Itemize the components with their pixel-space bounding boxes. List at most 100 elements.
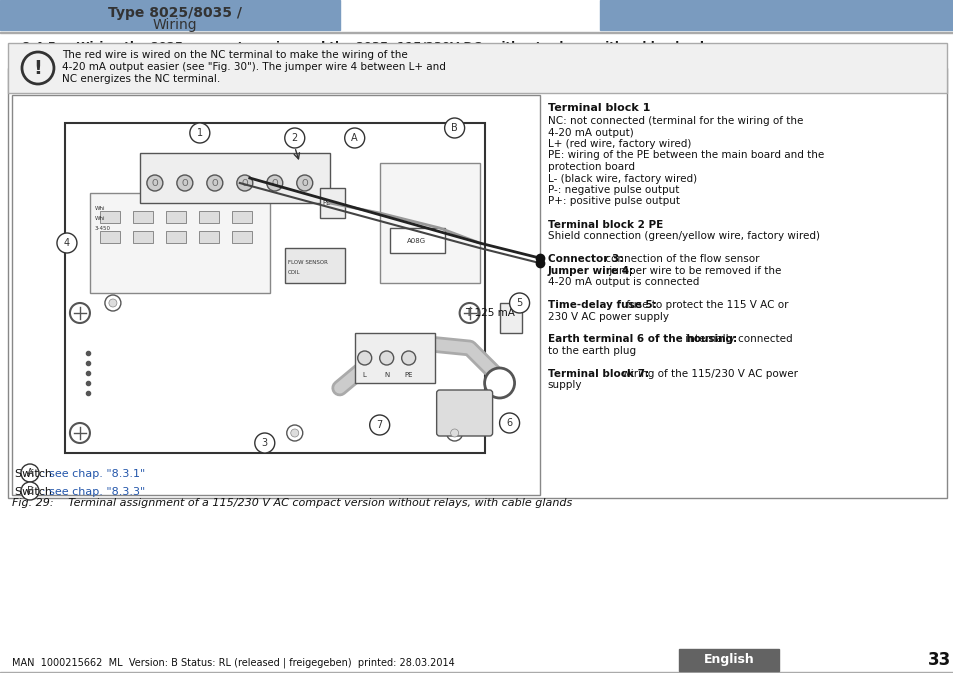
Text: !: ! <box>33 59 42 77</box>
Bar <box>12 95 539 495</box>
Circle shape <box>254 433 274 453</box>
Text: O: O <box>301 178 308 188</box>
Text: 8.4.5.  Wiring the 8025 compact version and the 8035, 115/230V DC, without relay: 8.4.5. Wiring the 8025 compact version a… <box>22 40 710 53</box>
Circle shape <box>444 118 464 138</box>
Circle shape <box>284 128 304 148</box>
Text: Shield connection (green/yellow wire, factory wired): Shield connection (green/yellow wire, fa… <box>547 231 819 241</box>
Circle shape <box>459 303 479 323</box>
Text: O: O <box>181 178 188 188</box>
Text: 33: 33 <box>926 651 950 669</box>
Text: Whi: Whi <box>94 205 106 211</box>
Text: 4-20 mA output is connected: 4-20 mA output is connected <box>547 277 699 287</box>
Text: PE: PE <box>404 372 413 378</box>
Bar <box>166 211 186 223</box>
Bar <box>8 68 946 498</box>
Bar <box>198 231 218 243</box>
Circle shape <box>190 123 210 143</box>
Text: Switch: Switch <box>15 487 55 497</box>
Text: O: O <box>241 178 248 188</box>
Text: connection of the flow sensor: connection of the flow sensor <box>601 254 759 264</box>
Text: N: N <box>384 372 389 378</box>
Bar <box>232 211 252 223</box>
Bar <box>284 248 344 283</box>
Bar <box>379 163 479 283</box>
Text: The red wire is wired on the NC terminal to make the wiring of the: The red wire is wired on the NC terminal… <box>62 50 407 60</box>
Text: L- (black wire, factory wired): L- (black wire, factory wired) <box>547 174 696 184</box>
Text: bürkert: bürkert <box>736 5 818 24</box>
Text: 4-20 mA output easier (see "Fig. 30"). The jumper wire 4 between L+ and: 4-20 mA output easier (see "Fig. 30"). T… <box>62 62 445 72</box>
Text: 3-450: 3-450 <box>94 225 111 230</box>
Text: COIL: COIL <box>288 271 300 275</box>
Text: Wiring: Wiring <box>152 18 197 32</box>
Bar <box>499 303 521 333</box>
Text: Connector 3:: Connector 3: <box>547 254 626 264</box>
Text: 3: 3 <box>261 438 268 448</box>
Circle shape <box>21 464 39 482</box>
Circle shape <box>267 175 282 191</box>
Bar <box>679 649 779 671</box>
Text: P-: negative pulse output: P-: negative pulse output <box>547 185 679 195</box>
Text: : see chap. "8.3.3": : see chap. "8.3.3" <box>42 487 145 497</box>
Circle shape <box>370 415 389 435</box>
Circle shape <box>446 425 462 441</box>
Text: L: L <box>362 372 366 378</box>
Text: FLOW SENSOR: FLOW SENSOR <box>288 260 327 266</box>
Circle shape <box>291 429 298 437</box>
Text: supply: supply <box>547 380 581 390</box>
Text: NC: not connected (terminal for the wiring of the: NC: not connected (terminal for the wiri… <box>547 116 802 126</box>
Bar <box>355 333 435 383</box>
FancyBboxPatch shape <box>436 390 492 436</box>
Text: Whi: Whi <box>94 215 106 221</box>
Bar <box>0 32 952 33</box>
Circle shape <box>379 351 394 365</box>
Bar <box>65 123 484 453</box>
Circle shape <box>70 303 90 323</box>
Circle shape <box>509 293 529 313</box>
Circle shape <box>751 6 755 10</box>
Text: Switch: Switch <box>15 469 55 479</box>
Text: English: English <box>703 653 754 666</box>
Circle shape <box>57 233 77 253</box>
Circle shape <box>22 52 54 84</box>
Circle shape <box>105 295 121 311</box>
Bar <box>389 228 444 253</box>
Text: L+ (red wire, factory wired): L+ (red wire, factory wired) <box>547 139 690 149</box>
Text: B: B <box>27 486 33 496</box>
Text: Time-delay fuse 5:: Time-delay fuse 5: <box>547 300 656 310</box>
Text: 5: 5 <box>516 298 522 308</box>
Circle shape <box>450 429 458 437</box>
Text: fuse to protect the 115 V AC or: fuse to protect the 115 V AC or <box>622 300 788 310</box>
Text: B: B <box>451 123 457 133</box>
Bar <box>140 153 330 203</box>
Bar <box>90 193 270 293</box>
Circle shape <box>344 128 364 148</box>
Bar <box>132 231 152 243</box>
Bar <box>0 672 952 673</box>
Text: Terminal block 2 PE: Terminal block 2 PE <box>547 219 662 229</box>
Circle shape <box>207 175 223 191</box>
Text: : see chap. "8.3.1": : see chap. "8.3.1" <box>42 469 145 479</box>
Bar <box>0 0 339 30</box>
Text: 4-20 mA output): 4-20 mA output) <box>547 127 633 137</box>
Text: O: O <box>272 178 277 188</box>
Bar <box>598 0 952 30</box>
Text: 7: 7 <box>376 420 382 430</box>
Text: Earth terminal 6 of the housing:: Earth terminal 6 of the housing: <box>547 334 736 345</box>
Text: Jumper wire 4:: Jumper wire 4: <box>547 266 633 275</box>
Bar <box>166 231 186 243</box>
Bar <box>319 188 344 218</box>
Circle shape <box>357 351 372 365</box>
Text: 6: 6 <box>506 418 512 428</box>
Circle shape <box>484 368 514 398</box>
Text: PE: wiring of the PE between the main board and the: PE: wiring of the PE between the main bo… <box>547 151 823 160</box>
Text: MAN  1000215662  ML  Version: B Status: RL (released | freigegeben)  printed: 28: MAN 1000215662 ML Version: B Status: RL … <box>12 658 455 668</box>
Text: O: O <box>152 178 158 188</box>
Text: NC energizes the NC terminal.: NC energizes the NC terminal. <box>62 74 220 84</box>
Text: 230 V AC power supply: 230 V AC power supply <box>547 312 668 322</box>
Text: Fig. 29:  Terminal assignment of a 115/230 V AC compact version without relays, : Fig. 29: Terminal assignment of a 115/23… <box>12 498 572 508</box>
Text: Terminal block 1: Terminal block 1 <box>547 103 649 113</box>
Text: Type 8025/8035 /: Type 8025/8035 / <box>108 6 242 20</box>
Text: 1: 1 <box>196 128 203 138</box>
Bar <box>100 211 120 223</box>
Text: → Before wiring the device, configure the selectors on the electronic board (see: → Before wiring the device, configure th… <box>12 56 531 66</box>
